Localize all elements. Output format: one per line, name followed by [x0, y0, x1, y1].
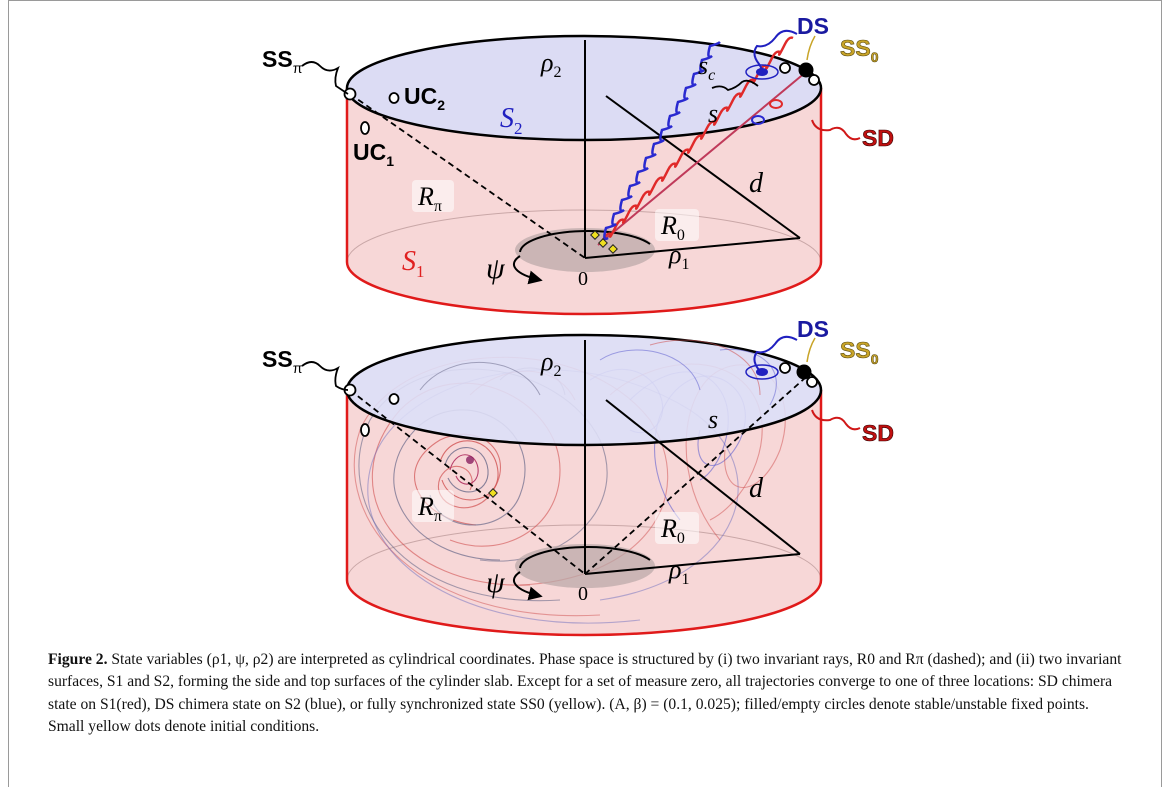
- label-ss-pi: SSπ: [262, 346, 303, 376]
- figure-caption: Figure 2. State variables (ρ1, ψ, ρ2) ar…: [48, 649, 1128, 739]
- label-rho1: ρ1: [668, 555, 689, 588]
- figure-label: Figure 2.: [48, 651, 108, 668]
- ss0-fixed-point: [796, 364, 812, 380]
- uc2-point: [388, 393, 400, 405]
- label-d: d: [749, 168, 764, 199]
- label-sd: SD: [862, 125, 894, 151]
- unstable-point-sd: [806, 376, 818, 388]
- caption-text: State variables (ρ1, ψ, ρ2) are interpre…: [48, 651, 1122, 736]
- bottom-panel: SSπ DS SS0 SD ρ2 ρ1 s Rπ R0 d ψ 0: [262, 316, 894, 637]
- label-s1: S1: [402, 246, 425, 281]
- initial-condition-dot: [608, 244, 618, 254]
- label-ds: DS: [797, 316, 829, 342]
- rho1-axis: [584, 237, 801, 259]
- rho1-axis: [584, 553, 801, 575]
- label-ds: DS: [797, 13, 829, 39]
- top-panel: SSπ UC2 UC1 DS SS0 SD ρ2 ρ1 sc s S2 S1 R…: [262, 13, 894, 316]
- bottom-front-edge: [345, 579, 823, 637]
- label-ss0: SS0: [840, 337, 879, 367]
- label-psi: ψ: [486, 252, 506, 285]
- psi-arrow: [513, 255, 543, 285]
- label-ss0: SS0: [840, 35, 879, 65]
- label-s: s: [708, 99, 718, 128]
- label-psi: ψ: [486, 566, 506, 599]
- label-d: d: [749, 473, 764, 504]
- label-sd: SD: [862, 420, 894, 446]
- r-pi-ray: [349, 93, 586, 259]
- unstable-point-ds: [779, 362, 791, 374]
- label-rho2: ρ2: [540, 347, 561, 380]
- bottom-front-edge: [345, 261, 823, 316]
- uc1-point: [360, 121, 370, 135]
- d-line: [605, 399, 801, 555]
- psi-arrow: [513, 571, 543, 601]
- ss0-fixed-point: [798, 62, 814, 78]
- label-rho2: ρ2: [540, 48, 561, 81]
- label-rho1: ρ1: [668, 240, 689, 273]
- uc1-point: [360, 423, 370, 437]
- label-s2: S2: [500, 103, 523, 138]
- label-uc2: UC2: [404, 83, 445, 113]
- label-sc: sc: [698, 51, 715, 84]
- label-ss-pi: SSπ: [262, 46, 303, 76]
- unstable-point-sd: [808, 74, 820, 86]
- d-line: [605, 95, 801, 239]
- r-0-ray: [584, 377, 806, 575]
- initial-condition-dot: [488, 488, 498, 498]
- unstable-point-ds: [779, 62, 791, 74]
- figure-frame: [8, 0, 1162, 787]
- label-s: s: [708, 405, 718, 434]
- label-uc1: UC1: [353, 139, 394, 169]
- initial-condition-dot: [590, 230, 600, 240]
- label-origin: 0: [578, 583, 588, 605]
- figure-2-diagram: SSπ UC2 UC1 DS SS0 SD ρ2 ρ1 sc s S2 S1 R…: [262, 13, 894, 637]
- uc2-point: [388, 92, 400, 104]
- ss-pi-point: [343, 87, 357, 101]
- label-r-pi: Rπ: [417, 492, 442, 525]
- initial-condition-dot: [598, 238, 608, 248]
- label-r-0: R0: [660, 211, 685, 244]
- label-r-pi: Rπ: [417, 182, 442, 215]
- label-r-0: R0: [660, 514, 685, 547]
- label-origin: 0: [578, 268, 588, 290]
